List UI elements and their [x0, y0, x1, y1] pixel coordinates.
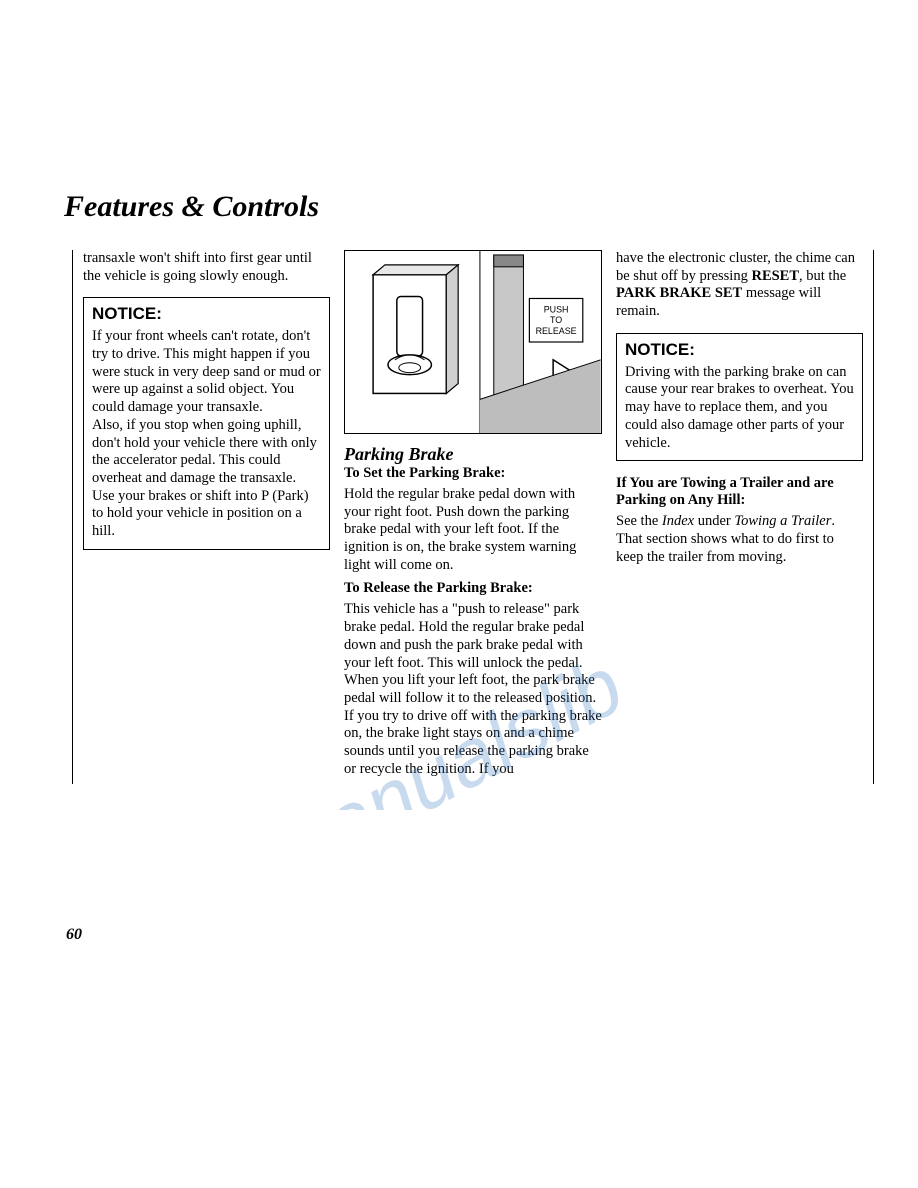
page-title: Features & Controls	[48, 190, 878, 224]
release-brake-body: This vehicle has a "push to release" par…	[344, 601, 602, 778]
parking-brake-svg: PUSH TO RELEASE	[345, 251, 601, 433]
col3-intro-mid: , but the	[799, 268, 846, 284]
notice-body-2: Driving with the parking brake on can ca…	[625, 364, 854, 452]
notice-title-1: NOTICE:	[92, 304, 321, 324]
notice-box-2: NOTICE: Driving with the parking brake o…	[616, 333, 863, 461]
col3-intro-bold1: RESET	[751, 268, 799, 284]
towing-heading: If You are Towing a Trailer and are Park…	[616, 475, 863, 509]
set-brake-heading: To Set the Parking Brake:	[344, 465, 602, 482]
col3-intro-bold2: PARK BRAKE SET	[616, 285, 742, 301]
figure-label-line3: RELEASE	[536, 326, 577, 336]
figure-label-line2: TO	[550, 315, 562, 325]
towing-body: See the Index under Towing a Trailer. Th…	[616, 513, 863, 566]
notice-box-1: NOTICE: If your front wheels can't rotat…	[83, 297, 330, 549]
column-2: PUSH TO RELEASE Parking Brake To Set the…	[344, 250, 602, 784]
manual-page: Features & Controls transaxle won't shif…	[48, 190, 878, 950]
figure-label-line1: PUSH	[544, 304, 569, 314]
towing-mid: under	[694, 513, 734, 529]
column-1: transaxle won't shift into first gear un…	[72, 250, 330, 784]
column-3: have the electronic cluster, the chime c…	[616, 250, 874, 784]
col3-intro: have the electronic cluster, the chime c…	[616, 250, 863, 321]
parking-brake-figure: PUSH TO RELEASE	[344, 250, 602, 434]
release-brake-heading: To Release the Parking Brake:	[344, 580, 602, 597]
notice-title-2: NOTICE:	[625, 340, 854, 360]
set-brake-body: Hold the regular brake pedal down with y…	[344, 486, 602, 574]
notice-body-1: If your front wheels can't rotate, don't…	[92, 328, 321, 540]
towing-pre: See the	[616, 513, 662, 529]
towing-italic2: Towing a Trailer	[734, 513, 831, 529]
parking-brake-heading: Parking Brake	[344, 444, 602, 465]
page-number: 60	[66, 926, 82, 944]
towing-italic1: Index	[662, 513, 694, 529]
col1-intro: transaxle won't shift into first gear un…	[83, 250, 330, 285]
content-columns: transaxle won't shift into first gear un…	[48, 250, 878, 784]
